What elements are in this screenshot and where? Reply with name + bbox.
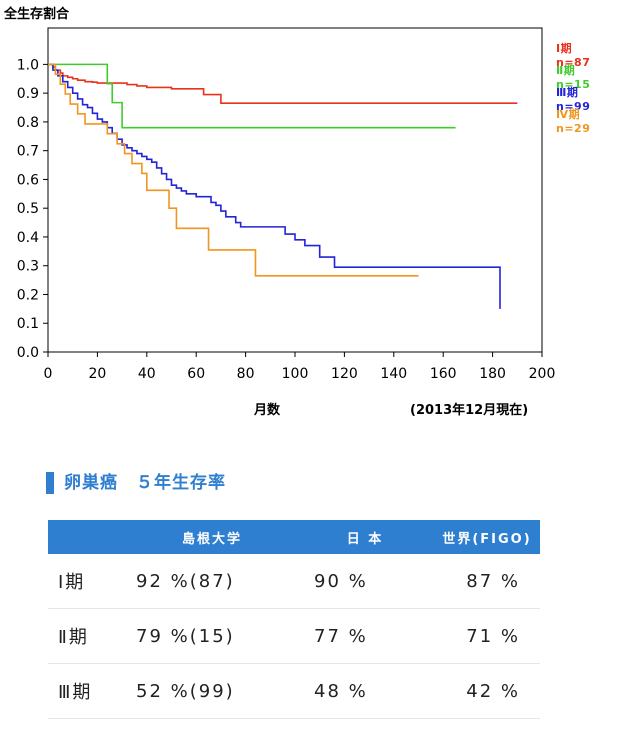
stage-cell: Ⅲ期 — [48, 663, 128, 719]
x-tick-label: 60 — [187, 366, 205, 382]
survival-rate-table: 島根大学 日 本 世界(FIGO) Ⅰ期 92 %(87) 90 % 87 % … — [48, 520, 540, 719]
y-tick-label: 1.0 — [17, 57, 39, 73]
japan-cell: 48 % — [296, 663, 434, 719]
legend-entry-stage3: Ⅲ期 n=99 — [556, 84, 630, 113]
chart-title: 全生存割合 — [4, 7, 70, 22]
japan-cell: 90 % — [296, 554, 434, 609]
legend-n-label: n=15 — [556, 78, 591, 91]
y-tick-label: 0.0 — [17, 345, 39, 361]
x-tick-label: 40 — [138, 366, 156, 382]
figo-cell: 71 % — [434, 608, 540, 664]
y-tick-label: 0.5 — [17, 201, 39, 217]
y-tick-label: 0.6 — [17, 172, 39, 188]
y-tick-label: 0.8 — [17, 115, 39, 131]
legend-stage-label: Ⅲ期 — [556, 86, 579, 99]
legend-entry-stage2: Ⅱ期 n=15 — [556, 62, 630, 91]
legend-stage-label: Ⅱ期 — [556, 64, 576, 77]
legend-n-label: n=29 — [556, 122, 591, 135]
x-tick-label: 140 — [380, 366, 407, 382]
shimane-cell: 79 %(15) — [128, 608, 296, 664]
x-tick-label: 0 — [44, 366, 53, 382]
header-japan: 日 本 — [296, 520, 434, 554]
header-stage — [48, 520, 128, 554]
section-title: 卵巣癌 ５年生存率 — [46, 472, 226, 494]
shimane-cell: 92 %(87) — [128, 554, 296, 609]
x-tick-label: 100 — [282, 366, 309, 382]
survival-chart: 0.0 0.1 0.2 0.3 0.4 0.5 0.6 0.7 0.8 0.9 1.0 0 20 40 60… — [17, 27, 556, 382]
figo-cell: 42 % — [434, 663, 540, 719]
japan-cell: 77 % — [296, 608, 434, 664]
y-tick-label: 0.9 — [17, 86, 39, 102]
legend-entry-stage4: Ⅳ期 n=29 — [556, 106, 630, 135]
x-tick-label: 200 — [529, 366, 556, 382]
figo-cell: 87 % — [434, 554, 540, 609]
stage-cell: Ⅰ期 — [48, 554, 128, 609]
series-line-stage1 — [48, 63, 518, 105]
series-line-stage2 — [48, 63, 456, 129]
y-tick-label: 0.3 — [17, 259, 39, 275]
y-tick-label: 0.7 — [17, 144, 39, 160]
plot-frame — [47, 27, 543, 353]
x-tick-label: 180 — [479, 366, 506, 382]
x-axis-label: 月数 — [254, 403, 281, 418]
header-figo: 世界(FIGO) — [434, 520, 540, 554]
legend-n-label: n=87 — [556, 56, 591, 69]
legend-stage-label: Ⅰ期 — [556, 42, 573, 55]
y-tick-label: 0.4 — [17, 230, 39, 246]
y-tick-label: 0.2 — [17, 287, 39, 303]
x-tick-label: 160 — [430, 366, 457, 382]
legend-stage-label: Ⅳ期 — [556, 108, 581, 121]
date-note: (2013年12月現在) — [410, 403, 529, 418]
table-row: Ⅲ期 52 %(99) 48 % 42 % — [48, 663, 540, 719]
x-tick-label: 80 — [237, 366, 255, 382]
shimane-cell: 52 %(99) — [128, 663, 296, 719]
table-row: Ⅱ期 79 %(15) 77 % 71 % — [48, 608, 540, 664]
y-tick-label: 0.1 — [17, 316, 39, 332]
x-tick-label: 20 — [88, 366, 106, 382]
series-line-stage3 — [48, 63, 501, 309]
table-header-row: 島根大学 日 本 世界(FIGO) — [48, 520, 540, 554]
series-line-stage4 — [48, 63, 419, 277]
header-shimane: 島根大学 — [128, 520, 296, 554]
legend-n-label: n=99 — [556, 100, 591, 113]
stage-cell: Ⅱ期 — [48, 608, 128, 664]
x-tick-label: 120 — [331, 366, 358, 382]
table-row: Ⅰ期 92 %(87) 90 % 87 % — [48, 554, 540, 609]
legend-entry-stage1: Ⅰ期 n=87 — [556, 40, 630, 69]
